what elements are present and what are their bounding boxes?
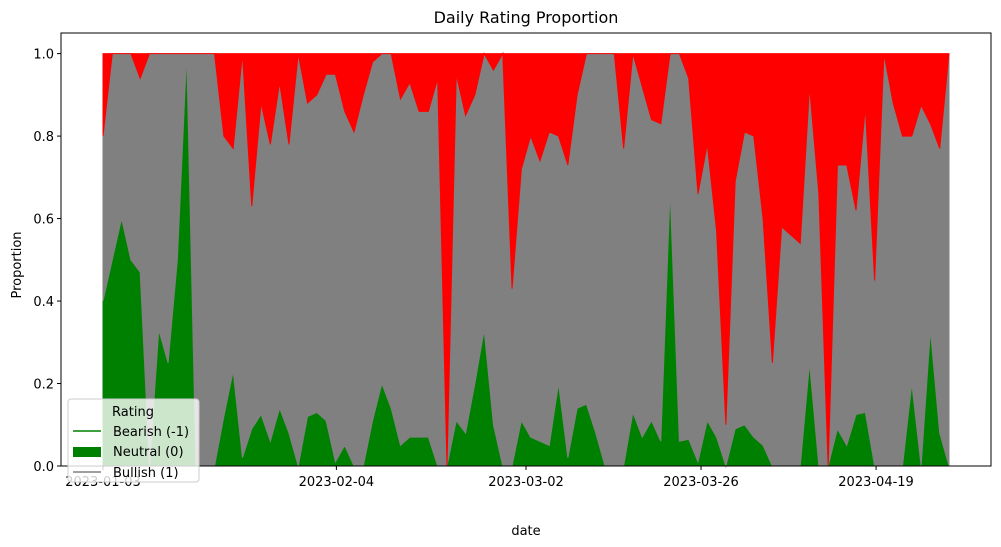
legend-bearish-label: Bearish (-1): [113, 425, 189, 440]
legend-box: [67, 398, 200, 483]
x-tick-label: 2023-04-19: [838, 475, 914, 490]
y-axis-title: Proportion: [10, 231, 25, 298]
y-tick-label: 0.8: [33, 130, 54, 145]
y-tick-label: 0.0: [33, 460, 54, 475]
legend-neutral-label: Neutral (0): [113, 445, 184, 460]
stacked-areas: [102, 51, 950, 468]
chart-title: Daily Rating Proportion: [434, 8, 619, 27]
y-axis: 0.0 0.2 0.4 0.6 0.8 1.0: [33, 48, 61, 475]
x-tick-label: 2023-03-02: [488, 475, 564, 490]
x-tick-label: 2023-03-26: [663, 475, 739, 490]
y-tick-label: 1.0: [33, 48, 54, 63]
legend-title: Rating: [112, 405, 154, 420]
y-tick-label: 0.4: [33, 295, 54, 310]
bullish-area: [102, 51, 950, 467]
legend-neutral-swatch: [73, 447, 101, 457]
y-tick-label: 0.2: [33, 378, 54, 393]
y-tick-label: 0.6: [33, 213, 54, 228]
legend: Rating Bearish (-1) Neutral (0) Bullish …: [67, 398, 200, 483]
legend-bullish-label: Bullish (1): [113, 466, 179, 481]
x-axis-title: date: [511, 524, 540, 539]
x-tick-label: 2023-02-04: [299, 475, 375, 490]
x-axis: 2023-01-032023-02-042023-03-022023-03-26…: [65, 466, 914, 490]
